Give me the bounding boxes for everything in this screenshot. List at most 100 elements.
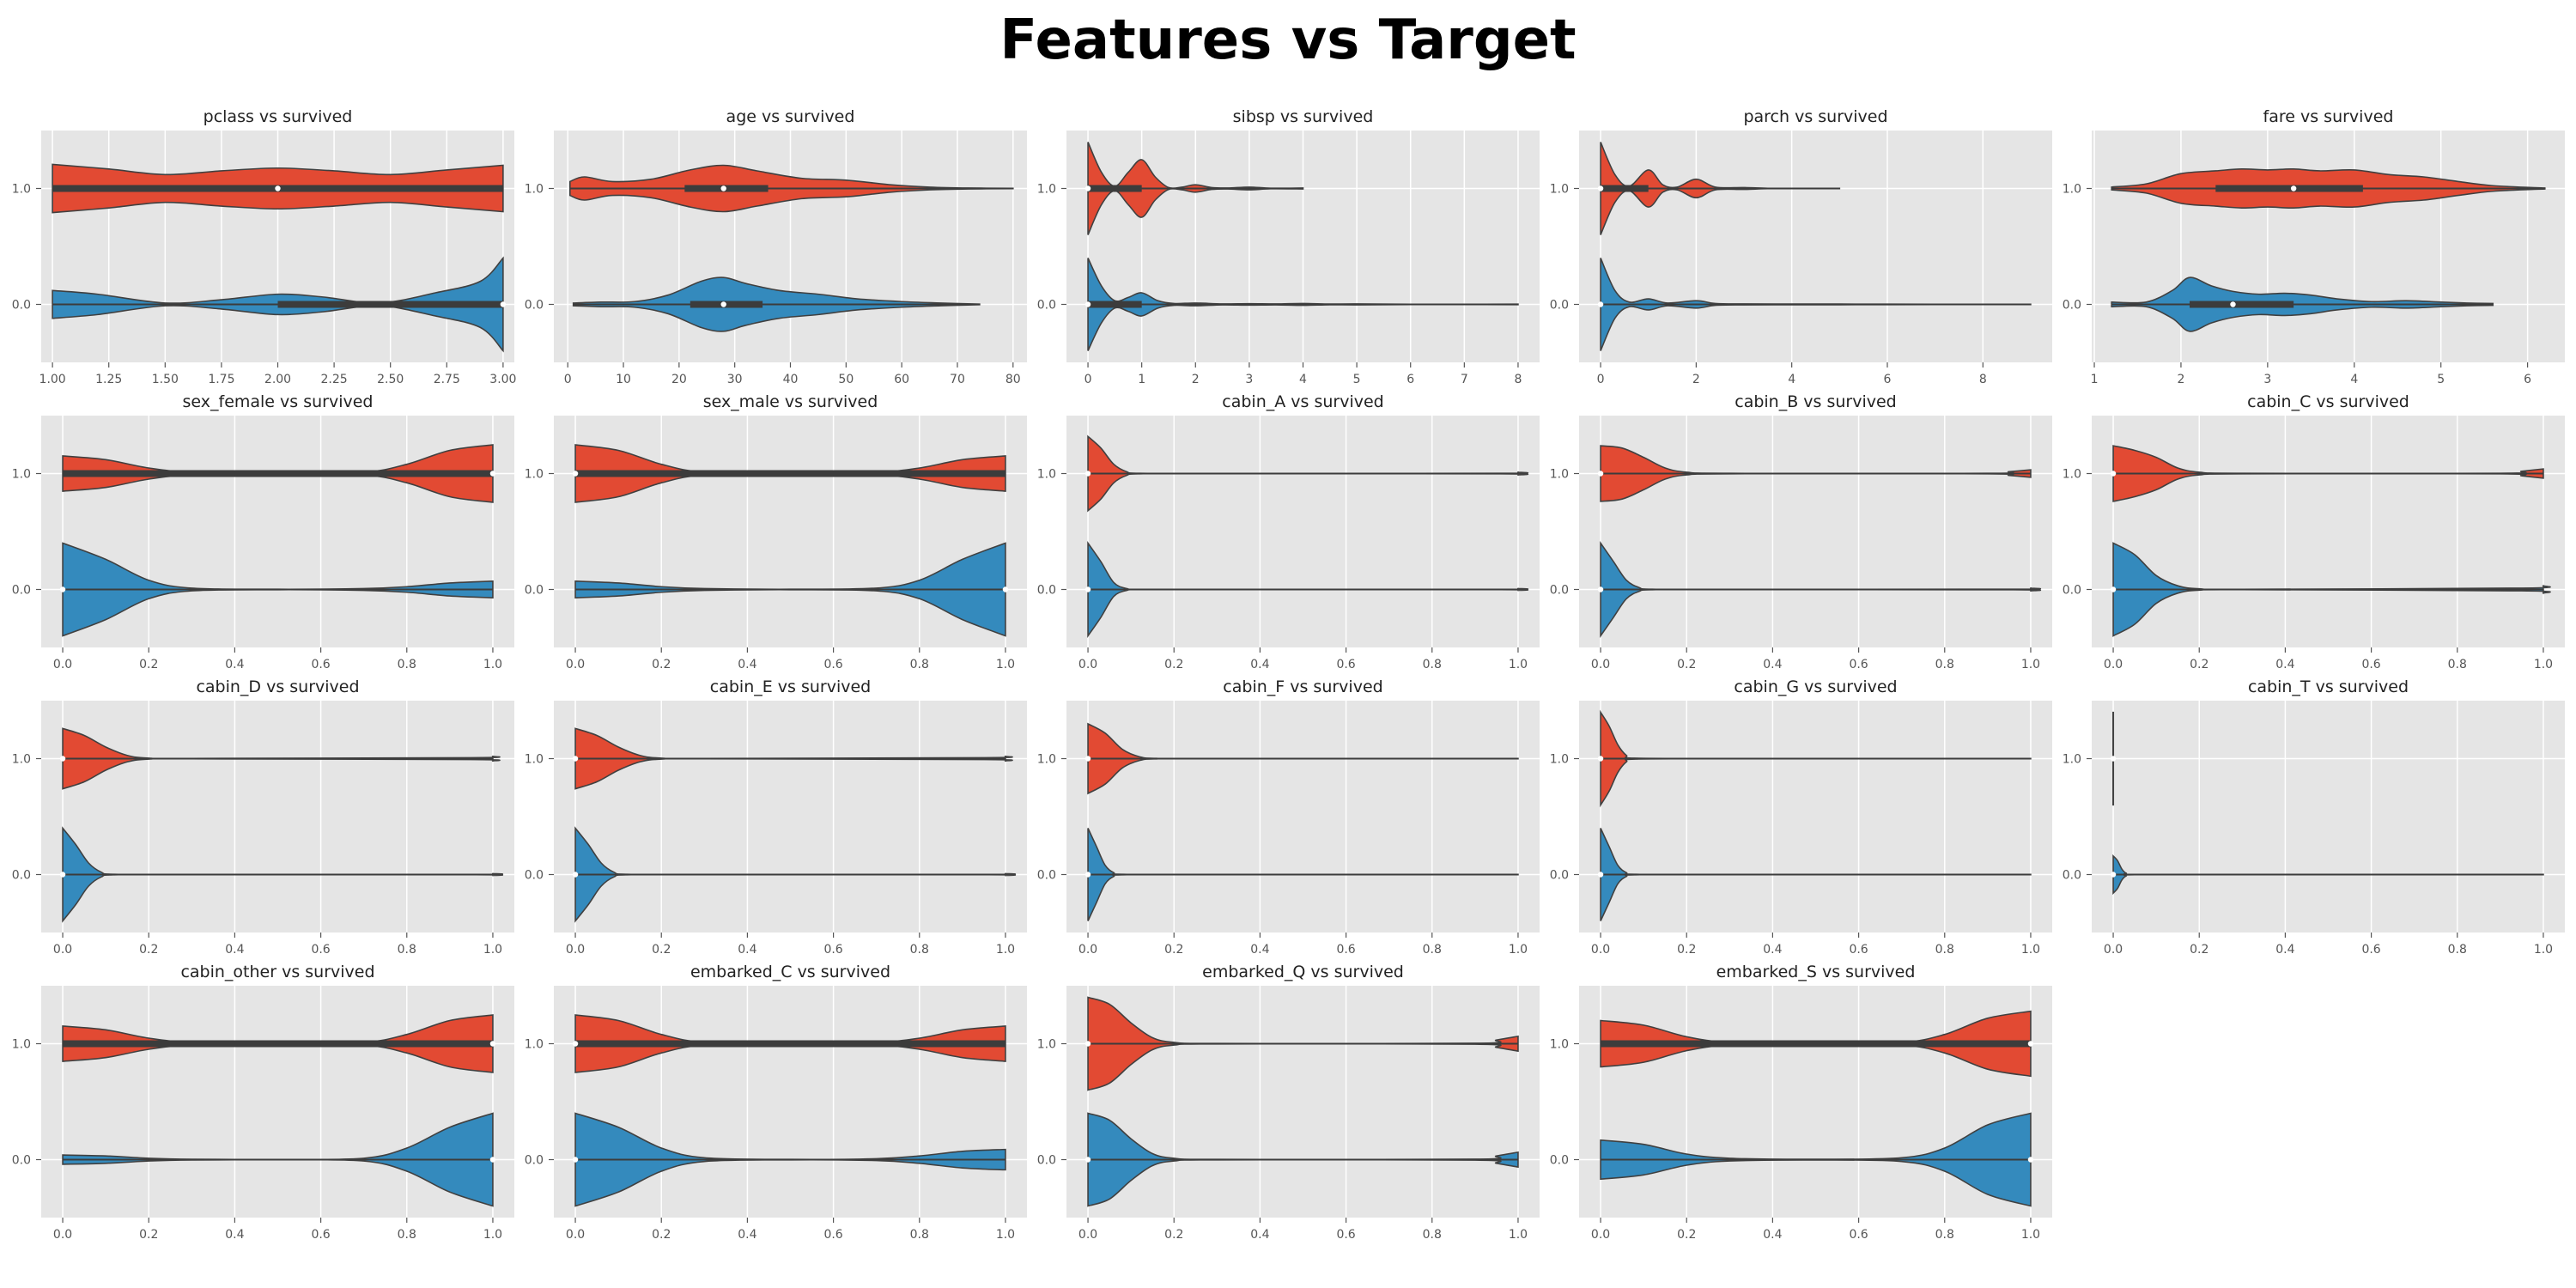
x-tick-label: 0.8 — [398, 1228, 416, 1242]
subplot-title: cabin_other vs survived — [180, 963, 374, 981]
x-tick-label: 0.6 — [1849, 943, 1868, 957]
violin-iqr-box — [1601, 1040, 2031, 1048]
violin-median-marker — [572, 1041, 579, 1047]
x-tick-label: 0.8 — [1935, 943, 1954, 957]
x-tick-label: 0.6 — [1336, 658, 1355, 671]
x-tick-label: 0.2 — [1164, 943, 1183, 957]
y-tick-label: 1.0 — [1037, 468, 1056, 482]
y-tick-label: 1.0 — [12, 183, 31, 197]
panel-background — [2092, 416, 2565, 647]
x-tick-label: 0.8 — [2448, 943, 2467, 957]
y-tick-label: 0.0 — [12, 869, 31, 883]
x-tick-label: 2.50 — [377, 373, 404, 386]
violin-median-marker — [1084, 1157, 1091, 1163]
x-tick-label: 10 — [616, 373, 631, 386]
x-tick-label: 0.8 — [910, 1228, 929, 1242]
subplot-sibsp: sibsp vs survived 0 1 2 3 4 5 6 7 8 1.0 0.0 — [1037, 107, 1540, 386]
y-tick-label: 0.0 — [525, 1154, 544, 1168]
y-tick-label: 1.0 — [1550, 1038, 1569, 1052]
x-tick-label: 1.50 — [152, 373, 179, 386]
x-tick-label: 0.6 — [311, 658, 330, 671]
violin-median-marker — [489, 471, 496, 477]
y-tick-label: 0.0 — [1550, 584, 1569, 598]
y-tick-label: 1.0 — [1037, 183, 1056, 197]
subplot-title: cabin_G vs survived — [1734, 677, 1897, 696]
y-tick-label: 0.0 — [2063, 584, 2081, 598]
violin-iqr-box — [2215, 185, 2363, 192]
x-tick-label: 1.0 — [2534, 658, 2553, 671]
subplot-parch: parch vs survived 0 2 4 6 8 1.0 0.0 — [1550, 107, 2052, 386]
violin-median-marker — [1084, 756, 1091, 762]
x-tick-label: 0.0 — [53, 1228, 72, 1242]
x-tick-label: 1.0 — [1509, 943, 1528, 957]
x-tick-label: 0.8 — [1935, 658, 1954, 671]
violin-iqr-box — [2190, 301, 2294, 308]
subplot-pclass: pclass vs survived 1.00 1.25 1.50 1.75 2.00 2.… — [12, 107, 517, 386]
subplot-title: pclass vs survived — [204, 107, 353, 126]
x-tick-label: 6 — [2524, 373, 2531, 386]
x-tick-label: 0.8 — [1423, 1228, 1442, 1242]
x-tick-label: 80 — [1005, 373, 1021, 386]
subplot-cabin_A: cabin_A vs survived 0.0 0.2 0.4 0.6 0.8 1.0 1.0… — [1037, 392, 1540, 671]
y-tick-label: 0.0 — [2063, 299, 2081, 313]
y-tick-label: 1.0 — [525, 1038, 544, 1052]
x-tick-label: 0.4 — [738, 1228, 756, 1242]
x-tick-label: 40 — [783, 373, 799, 386]
subplot-title: embarked_Q vs survived — [1202, 963, 1404, 981]
violin-median-marker — [1597, 872, 1604, 878]
subplot-cabin_G: cabin_G vs survived 0.0 0.2 0.4 0.6 0.8 1.0 1.0… — [1550, 677, 2052, 957]
panel-background — [41, 701, 514, 933]
y-tick-label: 1.0 — [525, 183, 544, 197]
x-tick-label: 0.2 — [2190, 943, 2208, 957]
x-tick-label: 0.2 — [652, 943, 671, 957]
x-tick-label: 0.2 — [1164, 658, 1183, 671]
x-tick-label: 0.2 — [1677, 1228, 1696, 1242]
y-tick-label: 0.0 — [525, 584, 544, 598]
violin-median-marker — [59, 586, 66, 592]
x-tick-label: 0 — [1597, 373, 1605, 386]
y-tick-label: 1.0 — [12, 753, 31, 767]
x-tick-label: 5 — [2437, 373, 2445, 386]
subplot-cabin_B: cabin_B vs survived 0.0 0.2 0.4 0.6 0.8 1.0 1.0… — [1550, 392, 2052, 671]
x-tick-label: 0.4 — [225, 1228, 244, 1242]
x-tick-label: 1.25 — [95, 373, 122, 386]
violin-median-marker — [1597, 471, 1604, 477]
y-tick-label: 0.0 — [1037, 299, 1056, 313]
violin-iqr-box — [1088, 301, 1142, 308]
subplot-age: age vs survived 0 10 20 30 40 50 60 70 80 1.0 0.0 — [525, 107, 1027, 386]
y-tick-label: 0.0 — [525, 299, 544, 313]
x-tick-label: 60 — [894, 373, 909, 386]
x-tick-label: 0.6 — [823, 943, 842, 957]
x-tick-label: 0.6 — [1336, 1228, 1355, 1242]
violin-median-marker — [1084, 185, 1091, 191]
x-tick-label: 0.4 — [738, 658, 756, 671]
violin-median-marker — [1084, 586, 1091, 592]
y-tick-label: 0.0 — [1037, 869, 1056, 883]
x-tick-label: 1.0 — [996, 1228, 1015, 1242]
violin-median-marker — [2230, 301, 2236, 307]
violin-iqr-box — [63, 1040, 493, 1048]
x-tick-label: 0.4 — [2275, 943, 2294, 957]
violin-iqr-box — [575, 1040, 1005, 1048]
y-tick-label: 0.0 — [12, 1154, 31, 1168]
x-tick-label: 4 — [2350, 373, 2358, 386]
violin-iqr-box — [1088, 185, 1142, 192]
figure-title: Features vs Target — [999, 9, 1577, 72]
violin-median-marker — [2290, 185, 2297, 191]
x-tick-label: 1.0 — [996, 658, 1015, 671]
subplot-cabin_C: cabin_C vs survived 0.0 0.2 0.4 0.6 0.8 1.0 1.0… — [2063, 392, 2565, 671]
x-tick-label: 1.75 — [208, 373, 234, 386]
violin-iqr-box — [1601, 185, 1649, 192]
subplot-sex_female: sex_female vs survived 0.0 0.2 0.4 0.6 0.8 1.0… — [12, 392, 514, 671]
x-tick-label: 7 — [1461, 373, 1468, 386]
x-tick-label: 0.4 — [1763, 943, 1782, 957]
x-tick-label: 0.6 — [1849, 1228, 1868, 1242]
x-tick-label: 0.0 — [1078, 1228, 1097, 1242]
x-tick-label: 0.0 — [2104, 943, 2123, 957]
y-tick-label: 0.0 — [2063, 869, 2081, 883]
x-tick-label: 0.6 — [1849, 658, 1868, 671]
panel-background — [1066, 416, 1540, 647]
x-tick-label: 3.00 — [489, 373, 516, 386]
x-tick-label: 0.2 — [139, 943, 158, 957]
violin-median-marker — [2110, 471, 2117, 477]
